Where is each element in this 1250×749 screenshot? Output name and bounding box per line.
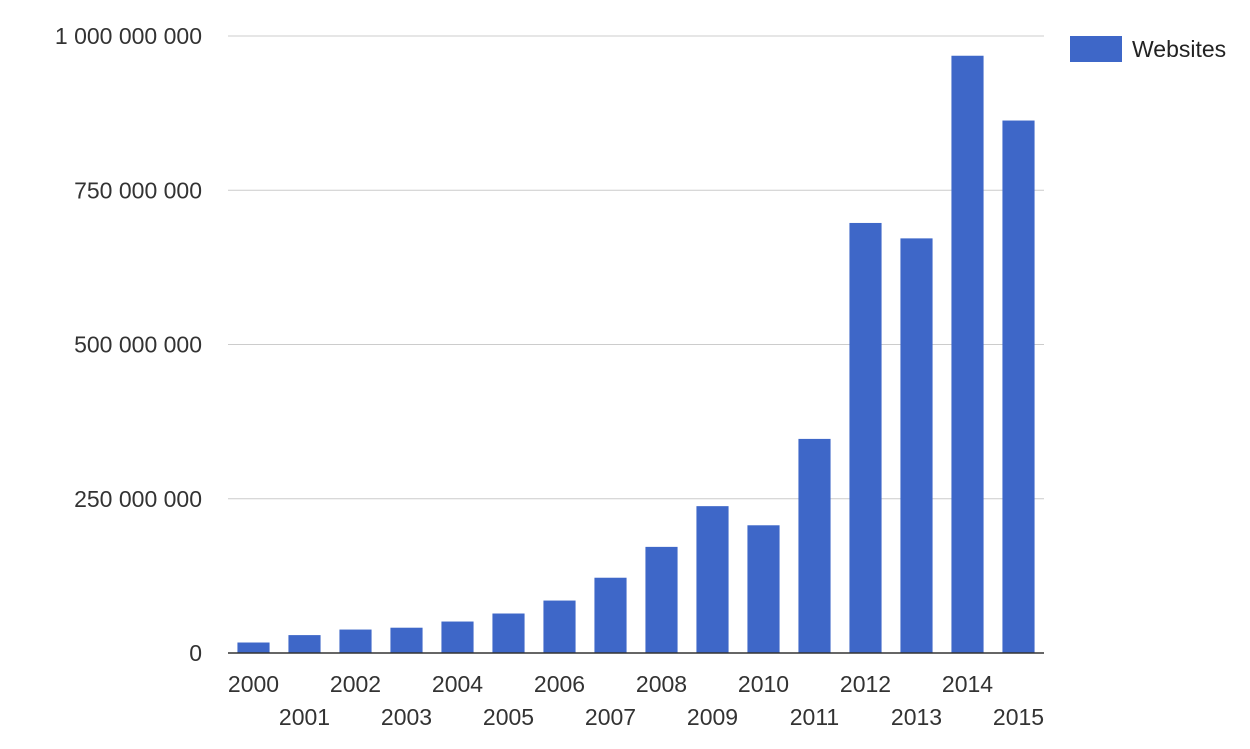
x-axis-labels: 2000200120022003200420052006200720082009…: [228, 671, 1044, 730]
bar-2004: [441, 621, 474, 653]
x-tick-label-2008: 2008: [636, 671, 687, 697]
bar-2012: [849, 222, 882, 654]
y-tick-label: 750 000 000: [74, 177, 202, 203]
legend-label-websites: Websites: [1132, 36, 1226, 62]
bars: [237, 55, 1035, 654]
x-tick-label-2002: 2002: [330, 671, 381, 697]
x-tick-label-2009: 2009: [687, 704, 738, 730]
x-tick-label-2014: 2014: [942, 671, 993, 697]
x-tick-label-2010: 2010: [738, 671, 789, 697]
x-tick-label-2011: 2011: [790, 704, 839, 730]
x-tick-label-2012: 2012: [840, 671, 891, 697]
x-tick-label-2000: 2000: [228, 671, 279, 697]
x-tick-label-2007: 2007: [585, 704, 636, 730]
bar-2001: [288, 635, 321, 653]
y-tick-label: 1 000 000 000: [55, 23, 202, 49]
y-tick-label: 0: [189, 640, 202, 666]
bar-2009: [696, 506, 729, 653]
x-tick-label-2015: 2015: [993, 704, 1044, 730]
y-tick-label: 250 000 000: [74, 486, 202, 512]
bar-2006: [543, 600, 576, 653]
bar-2002: [339, 629, 372, 653]
bar-2014: [951, 55, 984, 653]
bar-2008: [645, 546, 678, 653]
bar-2015: [1002, 120, 1035, 654]
x-tick-label-2001: 2001: [279, 704, 330, 730]
y-tick-label: 500 000 000: [74, 332, 202, 358]
bar-2010: [747, 525, 780, 653]
x-tick-label-2013: 2013: [891, 704, 942, 730]
bar-2003: [390, 627, 423, 653]
x-tick-label-2006: 2006: [534, 671, 585, 697]
bar-2011: [798, 438, 831, 653]
legend-swatch-websites: [1070, 36, 1122, 62]
x-tick-label-2003: 2003: [381, 704, 432, 730]
x-tick-label-2004: 2004: [432, 671, 483, 697]
bar-2005: [492, 613, 525, 653]
bar-2000: [237, 642, 270, 653]
bar-2007: [594, 577, 627, 653]
x-tick-label-2005: 2005: [483, 704, 534, 730]
legend: Websites: [1070, 36, 1226, 62]
bar-2013: [900, 238, 933, 653]
y-axis-labels: 0 250 000 000 500 000 000 750 000 000 1 000 …: [55, 23, 202, 666]
